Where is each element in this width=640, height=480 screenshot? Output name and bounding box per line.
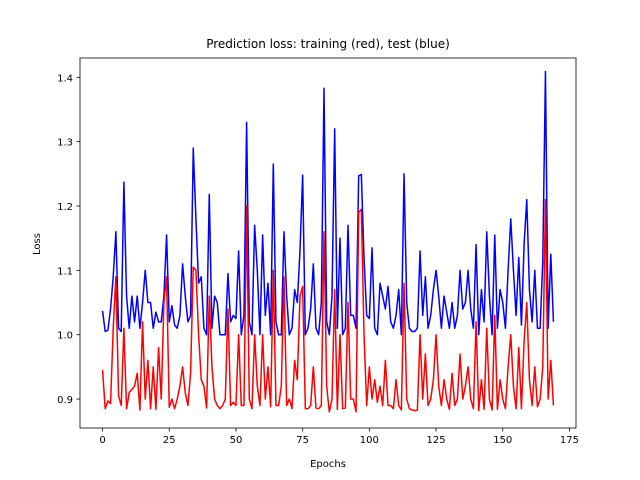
x-tick-label: 75 [296,435,309,446]
y-tick-label: 1.1 [57,266,73,277]
x-tick-label: 150 [493,435,512,446]
y-tick-label: 1.4 [57,73,73,84]
x-tick-label: 175 [560,435,579,446]
x-tick-label: 125 [427,435,446,446]
x-axis-label: Epochs [310,459,346,470]
chart-title: Prediction loss: training (red), test (b… [206,37,450,51]
y-tick-label: 0.9 [57,395,73,406]
line-series [101,198,555,413]
plot-frame [79,57,577,429]
x-tick-label: 25 [163,435,176,446]
y-tick-label: 1.0 [57,331,73,342]
y-tick-label: 1.2 [57,202,73,213]
y-tick-label: 1.3 [57,138,73,149]
y-axis-label: Loss [32,233,43,255]
x-tick-label: 0 [99,435,105,446]
line-series [101,70,555,336]
x-tick-label: 50 [230,435,243,446]
x-tick-label: 100 [360,435,379,446]
